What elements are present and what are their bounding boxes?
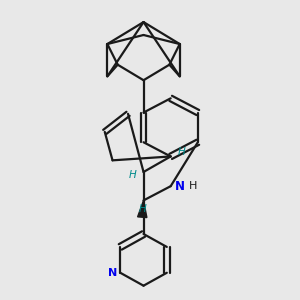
- Text: H: H: [188, 181, 197, 191]
- Text: N: N: [108, 268, 117, 278]
- Text: H: H: [138, 204, 146, 214]
- Text: H: H: [178, 147, 185, 157]
- Polygon shape: [138, 200, 147, 218]
- Text: N: N: [175, 180, 185, 193]
- Text: H: H: [129, 169, 136, 180]
